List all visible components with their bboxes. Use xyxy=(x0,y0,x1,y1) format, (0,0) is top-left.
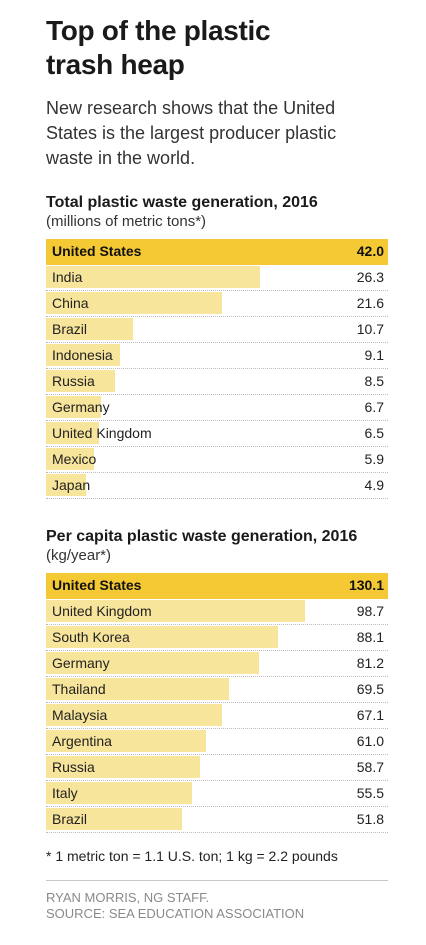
value-label: 81.2 xyxy=(356,655,384,671)
bar xyxy=(46,266,260,288)
divider xyxy=(46,880,388,881)
chart-title: Per capita plastic waste generation, 201… xyxy=(46,528,358,545)
bar-row: United Kingdom 6.5 xyxy=(46,421,388,447)
per-capita-chart: Per capita plastic waste generation, 201… xyxy=(46,527,388,833)
bar-row: Russia 58.7 xyxy=(46,755,388,781)
bar-row: Brazil 10.7 xyxy=(46,317,388,343)
chart-subtitle: (kg/year*) xyxy=(46,547,112,564)
value-label: 4.9 xyxy=(364,477,384,493)
bar xyxy=(46,396,101,418)
bar xyxy=(46,730,206,752)
bar-row: Argentina 61.0 xyxy=(46,729,388,755)
source-credit: SOURCE: SEA EDUCATION ASSOCIATION xyxy=(46,906,305,921)
value-label: 21.6 xyxy=(356,295,384,311)
category-label: United Kingdom xyxy=(52,425,152,441)
bar xyxy=(46,678,229,700)
footnote: * 1 metric ton = 1.1 U.S. ton; 1 kg = 2.… xyxy=(46,848,338,864)
bar-row: Russia 8.5 xyxy=(46,369,388,395)
bar xyxy=(46,626,278,648)
value-label: 9.1 xyxy=(364,347,384,363)
page-subtitle: New research shows that the United State… xyxy=(46,98,337,168)
value-label: 130.1 xyxy=(348,577,384,593)
bar-row: Germany 6.7 xyxy=(46,395,388,421)
bar xyxy=(46,474,86,496)
category-label: Indonesia xyxy=(52,347,113,363)
bar-rows: United States 130.1 United Kingdom 98.7 Sout… xyxy=(46,573,388,833)
bar xyxy=(46,600,305,622)
category-label: India xyxy=(52,269,83,285)
bar xyxy=(46,652,259,674)
bar xyxy=(46,292,222,314)
category-label: Mexico xyxy=(52,451,97,467)
bar-row: Italy 55.5 xyxy=(46,781,388,807)
bar-row: Brazil 51.8 xyxy=(46,807,388,833)
category-label: United Kingdom xyxy=(52,603,152,619)
total-waste-chart: Total plastic waste generation, 2016 (mi… xyxy=(46,193,388,499)
bar-row: Thailand 69.5 xyxy=(46,677,388,703)
category-label: Thailand xyxy=(52,681,106,697)
bar-row: Germany 81.2 xyxy=(46,651,388,677)
bar-row: United States 42.0 xyxy=(46,239,388,265)
category-label: South Korea xyxy=(52,629,130,645)
value-label: 61.0 xyxy=(356,733,384,749)
bar-row: Japan 4.9 xyxy=(46,473,388,499)
value-label: 88.1 xyxy=(356,629,384,645)
chart-title: Total plastic waste generation, 2016 xyxy=(46,194,318,211)
bar xyxy=(46,318,133,340)
page-title: Top of the plastic trash heap xyxy=(46,15,271,80)
category-label: Japan xyxy=(52,477,91,493)
category-label: Germany xyxy=(52,399,110,415)
bar-row: India 26.3 xyxy=(46,265,388,291)
bar xyxy=(46,344,120,366)
bar-row: Mexico 5.9 xyxy=(46,447,388,473)
bar-row: United Kingdom 98.7 xyxy=(46,599,388,625)
category-label: China xyxy=(52,295,89,311)
value-label: 69.5 xyxy=(356,681,384,697)
value-label: 42.0 xyxy=(356,243,384,259)
category-label: Germany xyxy=(52,655,110,671)
value-label: 51.8 xyxy=(356,811,384,827)
value-label: 98.7 xyxy=(356,603,384,619)
category-label: Brazil xyxy=(52,321,88,337)
value-label: 55.5 xyxy=(356,785,384,801)
category-label: Argentina xyxy=(52,733,112,749)
bar-row: Indonesia 9.1 xyxy=(46,343,388,369)
bar xyxy=(46,704,222,726)
category-label: United States xyxy=(52,577,142,593)
byline: RYAN MORRIS, NG STAFF. xyxy=(46,890,210,905)
bar xyxy=(46,370,115,392)
value-label: 5.9 xyxy=(364,451,384,467)
bar-row: South Korea 88.1 xyxy=(46,625,388,651)
value-label: 10.7 xyxy=(356,321,384,337)
value-label: 8.5 xyxy=(364,373,384,389)
bar-row: United States 130.1 xyxy=(46,573,388,599)
value-label: 6.7 xyxy=(364,399,384,415)
bar xyxy=(46,756,200,778)
value-label: 6.5 xyxy=(364,425,384,441)
bar-rows: United States 42.0 India 26.3 China 21.6 Brazi… xyxy=(46,239,388,499)
value-label: 26.3 xyxy=(356,269,384,285)
bar-row: China 21.6 xyxy=(46,291,388,317)
bar xyxy=(46,782,192,804)
category-label: Malaysia xyxy=(52,707,108,723)
bar xyxy=(46,448,94,470)
category-label: Brazil xyxy=(52,811,88,827)
bar-row: Malaysia 67.1 xyxy=(46,703,388,729)
credits: RYAN MORRIS, NG STAFF. SOURCE: SEA EDUCA… xyxy=(46,890,388,922)
chart-subtitle: (millions of metric tons*) xyxy=(46,213,207,230)
category-label: Russia xyxy=(52,759,95,775)
category-label: United States xyxy=(52,243,142,259)
category-label: Italy xyxy=(52,785,78,801)
bar xyxy=(46,422,99,444)
value-label: 67.1 xyxy=(356,707,384,723)
bar xyxy=(46,808,182,830)
category-label: Russia xyxy=(52,373,95,389)
value-label: 58.7 xyxy=(356,759,384,775)
